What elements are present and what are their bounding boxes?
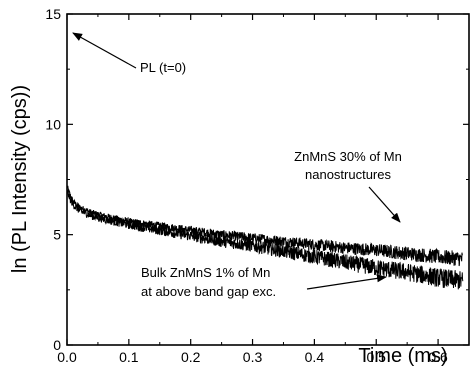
x-axis-title: Time (ms)	[358, 345, 447, 367]
y-tick-label: 5	[53, 227, 61, 243]
x-tick-label: 0.2	[181, 349, 201, 365]
y-axis-title: ln (PL Intensity (cps))	[9, 85, 31, 273]
annotation-bulk: Bulk ZnMnS 1% of Mn at above band gap ex…	[141, 265, 387, 299]
annotation-label-line2: nanostructures	[305, 167, 391, 182]
annotation-nanostructures: ZnMnS 30% of Mn nanostructures	[294, 149, 402, 223]
annotation-pl-t0: PL (t=0)	[72, 32, 186, 75]
annotation-label-line1: ZnMnS 30% of Mn	[294, 149, 402, 164]
x-tick-label: 0.1	[119, 349, 139, 365]
y-tick-label: 10	[45, 116, 61, 132]
x-tick-label: 0.3	[243, 349, 263, 365]
y-axis-ticks: 0 5 10 15	[45, 6, 469, 353]
annotation-label: PL (t=0)	[140, 60, 186, 75]
annotation-label-line1: Bulk ZnMnS 1% of Mn	[141, 265, 270, 280]
annotation-label-line2: at above band gap exc.	[141, 284, 276, 299]
annotation-arrow	[72, 32, 137, 69]
x-tick-label: 0.0	[57, 349, 77, 365]
series-1-trace	[66, 189, 464, 290]
x-tick-label: 0.4	[305, 349, 325, 365]
annotation-arrow	[306, 274, 387, 290]
y-tick-label: 15	[45, 6, 61, 22]
x-axis-ticks: 0.0 0.1 0.2 0.3 0.4 0.5 0.6	[57, 14, 448, 365]
x-tick-label: 0.6	[428, 349, 448, 365]
series-layer	[66, 185, 464, 290]
y-tick-label: 0	[53, 337, 61, 353]
annotation-arrow	[368, 186, 401, 223]
x-tick-label: 0.5	[366, 349, 386, 365]
